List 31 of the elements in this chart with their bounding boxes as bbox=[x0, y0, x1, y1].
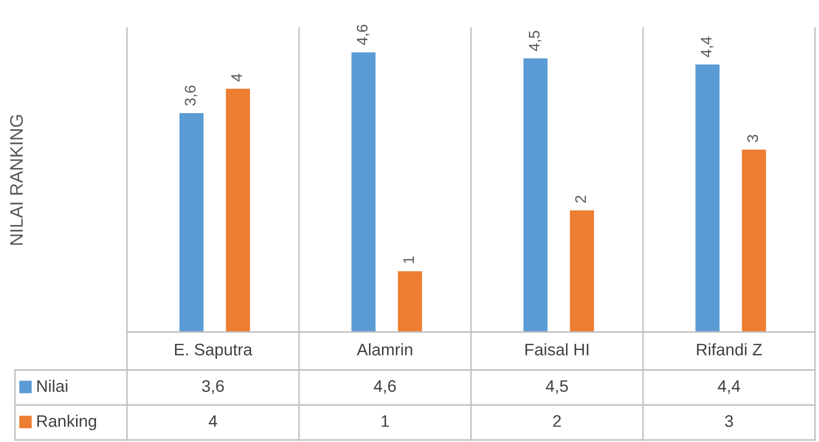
text: 4,6 bbox=[356, 24, 370, 46]
bar bbox=[226, 88, 250, 332]
bar bbox=[179, 113, 204, 332]
data-label: 4,4 bbox=[718, 380, 740, 394]
text: 4,5 bbox=[528, 30, 542, 52]
text: 3,6 bbox=[184, 86, 198, 106]
bar bbox=[695, 64, 720, 332]
text: NILAI RANKING bbox=[10, 115, 23, 245]
x-tick-label: Faisal HI bbox=[525, 343, 588, 356]
text: 1 bbox=[403, 256, 414, 264]
data-label: 1 bbox=[382, 415, 389, 427]
bar bbox=[742, 150, 766, 332]
data-label: 4,5 bbox=[546, 380, 568, 394]
bar bbox=[570, 210, 594, 332]
legend-label: Nilai bbox=[37, 380, 68, 392]
bar bbox=[351, 52, 376, 332]
x-tick-label: E. Saputra bbox=[174, 344, 252, 359]
x-tick-label: Alamrin bbox=[356, 343, 412, 356]
text: 4,4 bbox=[700, 36, 714, 58]
text: 3 bbox=[747, 134, 758, 142]
data-label: 4 bbox=[208, 415, 218, 427]
text: 4 bbox=[231, 74, 242, 82]
data-label: 2 bbox=[553, 415, 561, 427]
x-tick-label: Rifandi Z bbox=[697, 343, 762, 356]
data-label: 3 bbox=[725, 415, 733, 427]
data-label: 3,6 bbox=[202, 380, 224, 394]
data-label: 4,6 bbox=[374, 380, 396, 394]
bar bbox=[523, 58, 548, 332]
bar bbox=[398, 271, 422, 332]
legend-label: Ranking bbox=[37, 414, 96, 430]
text: 2 bbox=[575, 196, 586, 203]
